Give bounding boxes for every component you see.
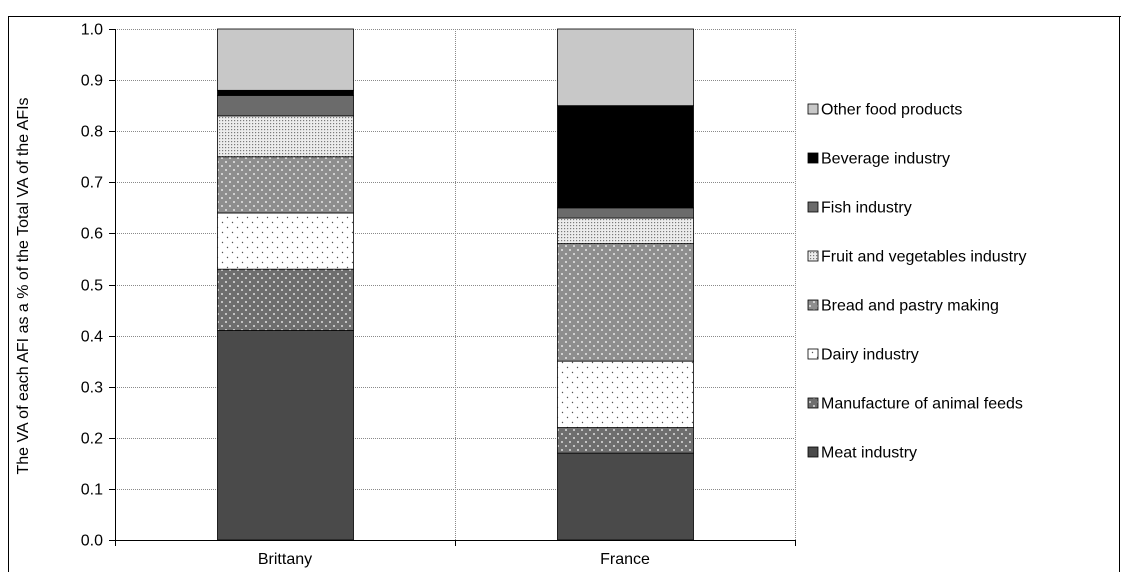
y-tick-labels: 0.0 0.1 0.2 0.3 0.4 0.5 0.6 0.7 0.8 0.9 1.0: [81, 22, 103, 550]
y-tick-label: 0.8: [81, 124, 103, 141]
bar-segment-brittany-meat-industry: [217, 330, 354, 541]
bar-segment-france-manufacture-of-animal-feeds: [557, 427, 694, 454]
legend-swatch: [807, 103, 819, 115]
bar-segment-brittany-bread-and-pastry-making: [217, 156, 354, 214]
bar-segment-brittany-fish-industry: [217, 95, 354, 117]
y-tick-label: 0.2: [81, 431, 103, 448]
y-tick-label: 1.0: [81, 22, 103, 39]
bar-segment-france-fish-industry: [557, 207, 694, 219]
legend-label: Bread and pastry making: [821, 298, 999, 315]
legend-swatch: [807, 201, 819, 213]
legend-label: Manufacture of animal feeds: [821, 396, 1023, 413]
legend-label: Other food products: [821, 102, 962, 119]
x-tick-labels: Brittany France: [258, 551, 650, 568]
legend-label: Fish industry: [821, 200, 912, 217]
legend: Other food products Beverage industry Fish…: [807, 102, 1026, 462]
legend-swatch: [807, 446, 819, 458]
legend-label: Dairy industry: [821, 347, 919, 364]
y-tick-label: 0.3: [81, 380, 103, 397]
legend-swatch: [807, 250, 819, 262]
bar-segment-brittany-manufacture-of-animal-feeds: [217, 268, 354, 331]
y-tick-label: 0.1: [81, 482, 103, 499]
y-tick-label: 0.4: [81, 329, 103, 346]
bar-segment-france-beverage-industry: [557, 105, 694, 209]
y-tick-label: 0.0: [81, 533, 103, 550]
legend-swatch: [807, 397, 819, 409]
bar-segment-france-bread-and-pastry-making: [557, 243, 694, 362]
bar-segment-brittany-beverage-industry: [217, 89, 354, 96]
bar-segment-france-dairy-industry: [557, 360, 694, 428]
x-tick-label: France: [600, 551, 650, 568]
legend-label: Fruit and vegetables industry: [821, 249, 1026, 266]
y-tick-label: 0.9: [81, 73, 103, 90]
bar-segment-brittany-dairy-industry: [217, 212, 354, 270]
bars: [217, 28, 694, 541]
y-tick-label: 0.6: [81, 226, 103, 243]
x-tick-label: Brittany: [258, 551, 312, 568]
axes: [109, 29, 796, 546]
bar-segment-brittany-other-food-products: [217, 28, 354, 91]
y-tick-label: 0.5: [81, 278, 103, 295]
bar-segment-brittany-fruit-and-vegetables-industry: [217, 115, 354, 158]
legend-swatch: [807, 152, 819, 164]
legend-label: Meat industry: [821, 445, 917, 462]
y-axis-label: The VA of each AFI as a % of the Total V…: [15, 97, 32, 474]
y-tick-label: 0.7: [81, 175, 103, 192]
legend-swatch: [807, 299, 819, 311]
bar-segment-france-fruit-and-vegetables-industry: [557, 217, 694, 245]
legend-swatch: [807, 348, 819, 360]
legend-label: Beverage industry: [821, 151, 950, 168]
bar-segment-france-other-food-products: [557, 28, 694, 107]
bar-segment-france-meat-industry: [557, 452, 694, 541]
